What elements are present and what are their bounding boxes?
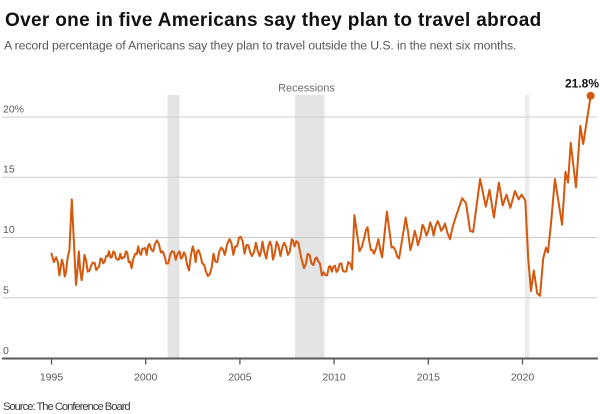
svg-text:2015: 2015	[417, 372, 441, 384]
svg-text:10: 10	[3, 224, 15, 236]
svg-text:2000: 2000	[134, 372, 158, 384]
svg-text:Recessions: Recessions	[278, 83, 335, 95]
svg-text:Over one in five Americans say: Over one in five Americans say they plan…	[5, 10, 542, 31]
svg-text:2005: 2005	[228, 372, 252, 384]
svg-text:1995: 1995	[40, 372, 64, 384]
svg-text:20%: 20%	[3, 104, 24, 116]
svg-text:5: 5	[3, 285, 9, 297]
svg-text:0: 0	[3, 345, 9, 357]
svg-text:2010: 2010	[322, 372, 346, 384]
svg-text:21.8%: 21.8%	[565, 77, 599, 91]
svg-text:A record percentage of America: A record percentage of Americans say the…	[4, 38, 516, 52]
svg-text:15: 15	[3, 164, 15, 176]
svg-text:Source: The Conference Board: Source: The Conference Board	[3, 401, 130, 413]
svg-text:2020: 2020	[511, 372, 535, 384]
